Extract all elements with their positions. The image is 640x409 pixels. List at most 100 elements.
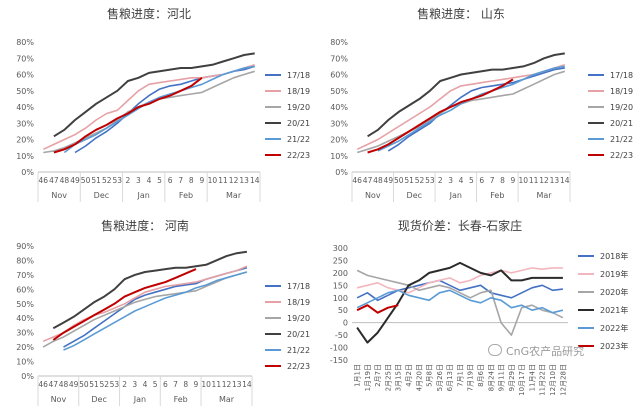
x-tick-label: 12 <box>222 380 232 389</box>
x-tick-label: 4 <box>143 380 148 389</box>
x-tick-label: 9 <box>199 176 204 185</box>
y-tick-label: 0% <box>21 372 34 381</box>
x-tick-label: 7月19日 <box>467 364 475 391</box>
y-tick-label: 50 <box>338 306 348 315</box>
y-tick-label: 40% <box>16 103 34 112</box>
legend-label: 20/21 <box>287 119 310 128</box>
x-tick-label: 8 <box>183 380 188 389</box>
series-line <box>356 279 563 302</box>
x-group-label: Dec <box>94 191 109 200</box>
legend-label: 2019年 <box>600 269 628 279</box>
x-group-label: Feb <box>179 191 193 200</box>
x-tick-label: 8 <box>500 176 505 185</box>
x-tick-label: 7 <box>490 176 495 185</box>
x-tick-label: 48 <box>373 176 383 185</box>
x-tick-label: 8月24日 <box>487 364 495 391</box>
y-tick-label: 70% <box>330 54 348 63</box>
x-tick-label: 3 <box>132 380 137 389</box>
x-tick-label: 47 <box>363 176 373 185</box>
series-line <box>52 268 197 341</box>
y-tick-label: 150 <box>333 281 348 290</box>
y-tick-label: 70% <box>16 54 34 63</box>
watermark: CnG农产品研究 <box>488 343 584 359</box>
chart-title: 售粮进度： 河南 <box>101 218 189 233</box>
series-line <box>387 67 565 152</box>
x-tick-label: 49 <box>70 176 80 185</box>
y-tick-label: 60% <box>330 71 348 80</box>
legend-label: 22/23 <box>287 362 310 371</box>
series-line <box>356 64 566 151</box>
series-line <box>63 271 248 351</box>
x-group-label: Jan <box>133 395 146 404</box>
x-tick-label: 7 <box>173 380 178 389</box>
legend-label: 17/18 <box>287 71 310 80</box>
legend-label: 2021年 <box>600 305 628 315</box>
x-tick-label: 3 <box>136 176 141 185</box>
x-tick-label: 10 <box>208 176 218 185</box>
series-line <box>356 267 563 294</box>
y-tick-label: 50% <box>16 300 34 309</box>
y-tick-label: 10% <box>16 358 34 367</box>
y-tick-label: 0% <box>21 168 34 177</box>
chart-title: 售粮进度：河北 <box>107 6 191 21</box>
legend-label: 2022年 <box>600 323 628 333</box>
legend-label: 2018年 <box>600 251 628 261</box>
x-tick-label: 6月13日 <box>446 364 454 391</box>
legend-label: 22/23 <box>287 151 310 160</box>
series-line <box>52 250 248 330</box>
y-tick-label: 0 <box>343 319 348 328</box>
y-tick-label: 70% <box>16 271 34 280</box>
y-tick-label: 10% <box>330 152 348 161</box>
y-tick-label: 30% <box>16 119 34 128</box>
x-group-label: Mar <box>226 191 242 200</box>
x-tick-label: 12月10日 <box>549 364 557 396</box>
x-tick-label: 7 <box>178 176 183 185</box>
x-group-label: Mar <box>219 395 235 404</box>
series-line <box>42 271 248 348</box>
y-tick-label: 0% <box>335 168 348 177</box>
x-group-label: Dec <box>407 191 422 200</box>
x-tick-label: 10月17日 <box>518 364 526 396</box>
x-tick-label: 51 <box>89 380 99 389</box>
series-line <box>53 77 203 154</box>
legend-label: 21/22 <box>610 135 633 144</box>
y-tick-label: 80% <box>16 38 34 47</box>
x-tick-label: 48 <box>59 380 69 389</box>
legend-label: 19/20 <box>287 103 310 112</box>
x-tick-label: 52 <box>415 176 425 185</box>
x-tick-label: 47 <box>49 380 59 389</box>
x-tick-label: 6 <box>168 176 173 185</box>
x-tick-label: 9 <box>194 380 199 389</box>
x-group-label: Dec <box>91 395 106 404</box>
x-tick-label: 13 <box>239 176 249 185</box>
x-group-label: Feb <box>490 191 504 200</box>
x-tick-label: 46 <box>39 176 49 185</box>
y-tick-label: 250 <box>333 256 348 265</box>
series-line <box>356 289 564 314</box>
y-tick-label: 20% <box>16 343 34 352</box>
y-tick-label: 40% <box>330 103 348 112</box>
x-tick-label: 53 <box>425 176 435 185</box>
y-tick-label: 50% <box>16 87 34 96</box>
x-tick-label: 2 <box>122 380 127 389</box>
legend-label: 18/19 <box>287 298 310 307</box>
x-tick-label: 53 <box>110 380 120 389</box>
x-tick-label: 8 <box>189 176 194 185</box>
series-line <box>63 65 255 154</box>
y-tick-label: -50 <box>335 331 348 340</box>
x-tick-label: 6 <box>163 380 168 389</box>
x-tick-label: 2月25日 <box>384 364 392 391</box>
legend-label: 20/21 <box>287 330 310 339</box>
series-line <box>367 78 514 154</box>
series-line <box>42 265 248 343</box>
x-tick-label: 51 <box>91 176 101 185</box>
y-tick-label: 50% <box>330 87 348 96</box>
x-tick-label: 12月28日 <box>559 364 567 396</box>
y-tick-label: 40% <box>16 314 34 323</box>
x-tick-label: 9月11日 <box>498 364 506 391</box>
x-tick-label: 11 <box>212 380 222 389</box>
x-tick-label: 7月1日 <box>456 364 464 387</box>
x-tick-label: 12 <box>539 176 549 185</box>
x-tick-label: 9月29日 <box>508 364 516 391</box>
x-tick-label: 49 <box>69 380 79 389</box>
